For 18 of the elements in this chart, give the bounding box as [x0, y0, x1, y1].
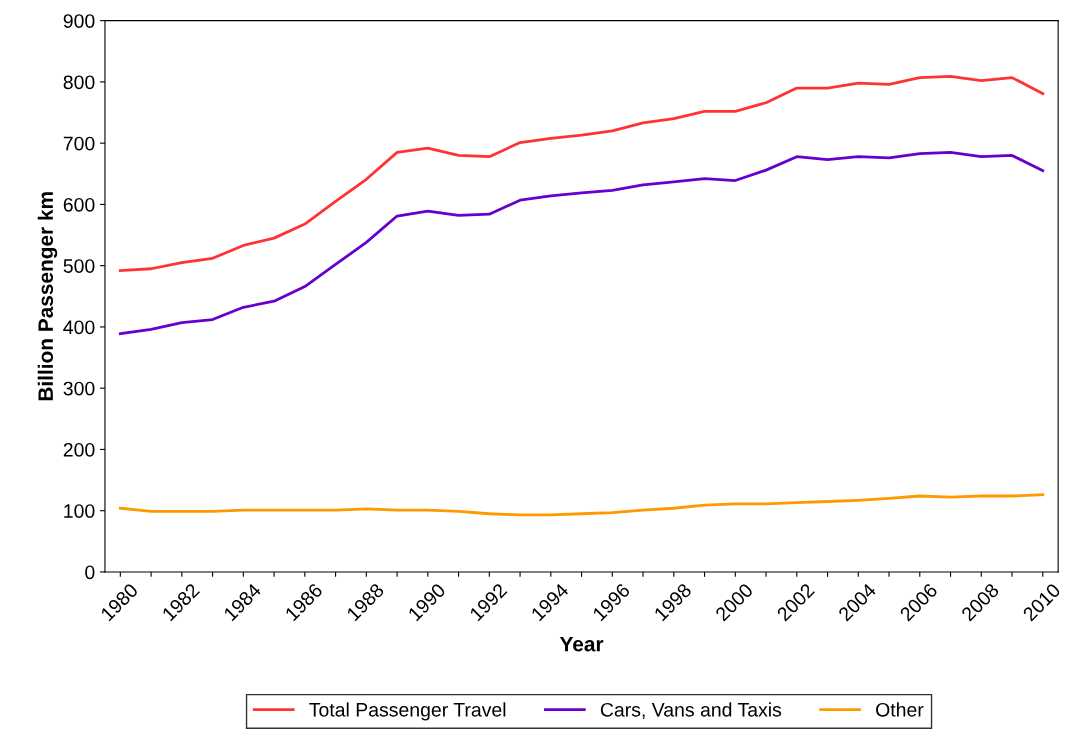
line-series: [118, 150, 1045, 336]
y-tick-label: 100: [64, 504, 95, 518]
y-tick-label: 500: [63, 259, 95, 273]
y-tick-label: 400: [63, 320, 95, 335]
x-axis-title: Year: [559, 636, 604, 652]
y-tick-label: 800: [63, 75, 95, 90]
legend-label: Cars, Vans and Taxis: [600, 702, 782, 719]
line-series: [118, 75, 1045, 272]
y-tick-label: 700: [63, 136, 95, 151]
line-series: [118, 493, 1045, 517]
y-tick-label: 200: [63, 442, 95, 457]
y-tick-label: 0: [85, 565, 95, 580]
legend-label: Total Passenger Travel: [309, 702, 506, 721]
y-tick-label: 300: [63, 381, 95, 396]
y-tick-label: 600: [63, 197, 95, 212]
legend-label: Other: [876, 702, 924, 717]
y-tick-label: 900: [63, 14, 95, 28]
y-axis-title: Billion Passenger km: [37, 192, 58, 401]
